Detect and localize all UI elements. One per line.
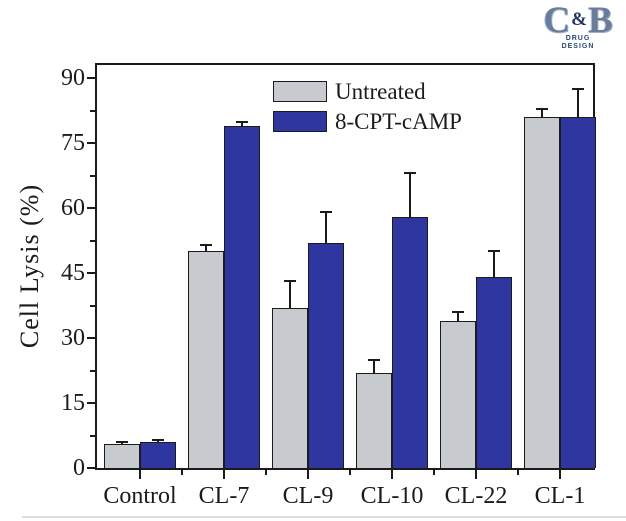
page-edge-rule <box>22 516 626 518</box>
legend: Untreated 8-CPT-cAMP <box>273 76 462 136</box>
y-minor-tick <box>90 174 95 177</box>
error-bar-untreated-cl-7 <box>200 244 212 252</box>
x-minor-tick <box>433 470 435 475</box>
error-bar-8-cpt-camp-cl-1 <box>572 87 584 117</box>
bar-untreated-cl-1 <box>524 117 560 468</box>
bar-8-cpt-camp-cl-7 <box>224 125 260 468</box>
bar-untreated-control <box>104 444 140 468</box>
x-tick-label-cl-10: CL-10 <box>360 483 424 509</box>
legend-row-untreated: Untreated <box>273 76 462 106</box>
bar-8-cpt-camp-cl-1 <box>560 117 596 468</box>
y-tick-0 <box>87 467 95 469</box>
legend-label-untreated: Untreated <box>335 78 426 104</box>
y-tick-label-60: 60 <box>61 195 85 221</box>
y-minor-tick <box>90 304 95 307</box>
x-tick-label-cl-22: CL-22 <box>444 483 508 509</box>
legend-label-treated: 8-CPT-cAMP <box>335 108 462 134</box>
y-tick-label-30: 30 <box>61 325 85 351</box>
x-tick-cl-22 <box>475 470 477 479</box>
error-bar-8-cpt-camp-cl-22 <box>488 250 500 278</box>
bar-8-cpt-camp-cl-22 <box>476 277 512 468</box>
y-tick-label-75: 75 <box>61 130 85 156</box>
error-bar-8-cpt-camp-cl-9 <box>320 211 332 243</box>
y-tick-45 <box>87 272 95 274</box>
x-tick-cl-1 <box>559 470 561 479</box>
error-bar-untreated-cl-9 <box>284 279 296 308</box>
x-tick-label-cl-1: CL-1 <box>534 483 586 509</box>
legend-swatch-treated <box>273 110 327 132</box>
y-minor-tick <box>90 109 95 112</box>
bar-8-cpt-camp-control <box>140 442 176 468</box>
logo-subtitle-line1: DRUG <box>565 35 591 42</box>
logo-subtitle-line2: DESIGN <box>561 43 595 50</box>
x-tick-cl-9 <box>307 470 309 479</box>
x-tick-cl-10 <box>391 470 393 479</box>
logo-ampersand-icon: & <box>571 9 587 30</box>
logo-letter-b-icon: B <box>587 0 613 41</box>
x-tick-label-cl-7: CL-7 <box>198 483 250 509</box>
x-minor-tick <box>181 470 183 475</box>
y-minor-tick <box>90 369 95 372</box>
y-tick-label-90: 90 <box>61 65 85 91</box>
x-tick-label-control: Control <box>103 483 177 509</box>
x-tick-cl-7 <box>223 470 225 479</box>
error-bar-untreated-cl-1 <box>536 108 548 117</box>
y-tick-label-0: 0 <box>73 455 85 481</box>
y-axis-title: Cell Lysis (%) <box>15 183 44 349</box>
y-tick-75 <box>87 142 95 144</box>
bar-8-cpt-camp-cl-10 <box>392 216 428 468</box>
error-bar-8-cpt-camp-control <box>152 438 164 442</box>
y-tick-label-15: 15 <box>61 390 85 416</box>
bar-untreated-cl-7 <box>188 251 224 468</box>
y-tick-90 <box>87 77 95 79</box>
error-bar-untreated-control <box>116 441 128 445</box>
x-tick-control <box>139 470 141 479</box>
error-bar-untreated-cl-22 <box>452 311 464 321</box>
error-bar-8-cpt-camp-cl-7 <box>236 121 248 126</box>
logo-subtitle: DRUG DESIGN <box>536 35 620 51</box>
y-tick-30 <box>87 337 95 339</box>
error-bar-8-cpt-camp-cl-10 <box>404 172 416 217</box>
x-minor-tick <box>265 470 267 475</box>
logo-letters: C & B <box>536 2 620 39</box>
x-minor-tick <box>349 470 351 475</box>
y-tick-60 <box>87 207 95 209</box>
y-minor-tick <box>90 434 95 437</box>
bar-8-cpt-camp-cl-9 <box>308 242 344 468</box>
bar-untreated-cl-9 <box>272 307 308 468</box>
legend-row-treated: 8-CPT-cAMP <box>273 106 462 136</box>
x-minor-tick <box>517 470 519 475</box>
y-minor-tick <box>90 239 95 242</box>
logo-letter-c-icon: C <box>543 0 571 41</box>
journal-logo: C & B DRUG DESIGN <box>536 2 620 60</box>
bar-untreated-cl-10 <box>356 372 392 468</box>
y-tick-label-45: 45 <box>61 260 85 286</box>
y-tick-15 <box>87 402 95 404</box>
bar-untreated-cl-22 <box>440 320 476 468</box>
legend-swatch-untreated <box>273 80 327 102</box>
plot-area: Untreated 8-CPT-cAMP Control CL-7 CL-9 CL-1… <box>61 63 596 508</box>
x-tick-label-cl-9: CL-9 <box>282 483 334 509</box>
error-bar-untreated-cl-10 <box>368 358 380 373</box>
